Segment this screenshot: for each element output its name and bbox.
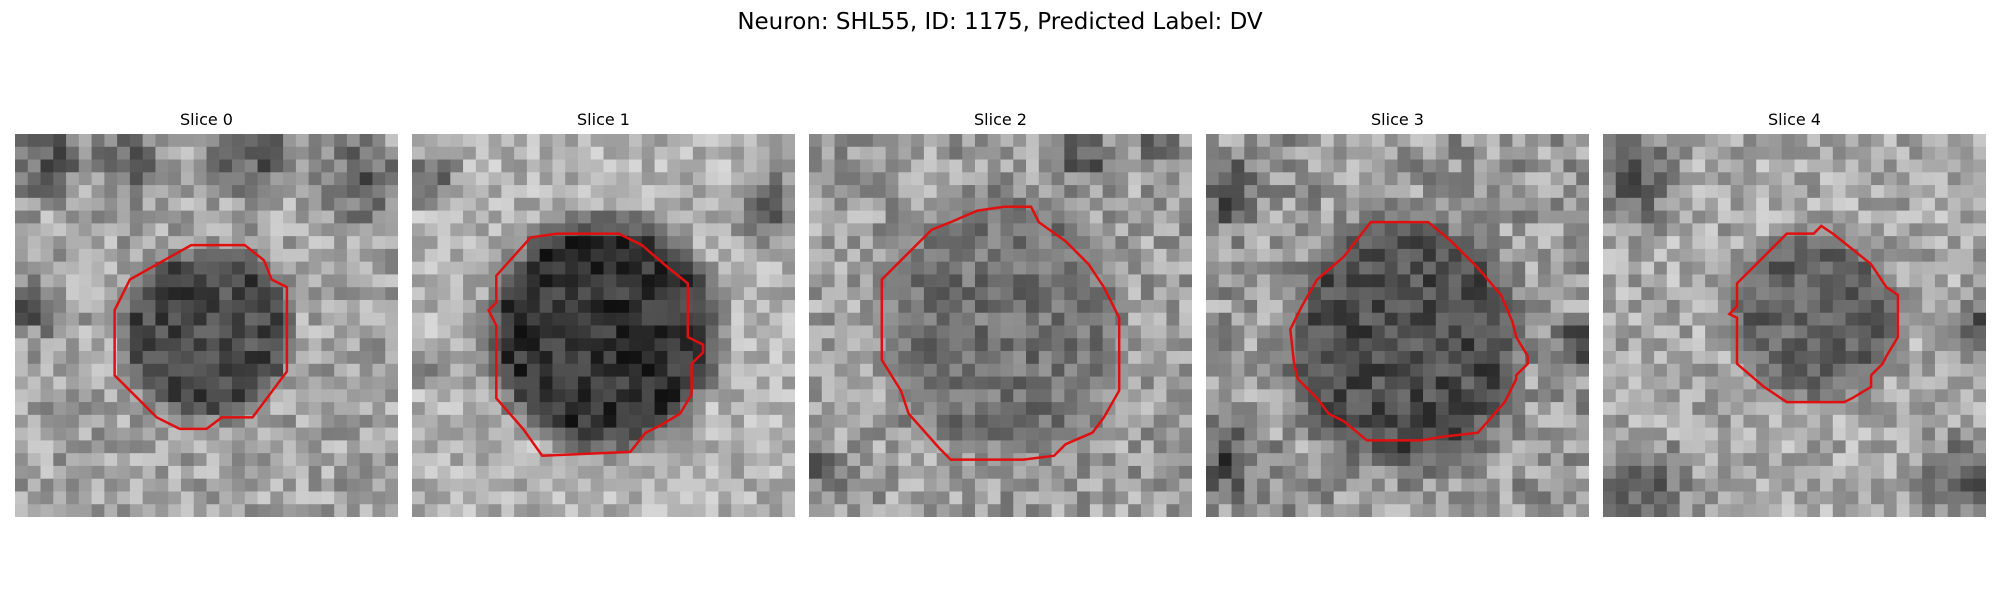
pixel-grid: [1603, 134, 1986, 517]
slice-image: [1603, 134, 1986, 517]
slice-image: [1206, 134, 1589, 517]
pixel-grid: [809, 134, 1192, 517]
slice-image: [15, 134, 398, 517]
slice-title: Slice 1: [577, 110, 630, 129]
roi-contour: [880, 205, 1121, 461]
slice-svg: [412, 134, 795, 517]
slice-svg: [1603, 134, 1986, 517]
pixel-grid: [15, 134, 398, 517]
slice-title: Slice 0: [180, 110, 233, 129]
slice-panel: Slice 2: [809, 110, 1192, 520]
roi-contour: [113, 243, 289, 431]
figure-title: Neuron: SHL55, ID: 1175, Predicted Label…: [737, 9, 1263, 35]
slice-panel: Slice 0: [15, 110, 398, 520]
slice-title: Slice 4: [1768, 110, 1821, 129]
pixel-grid: [412, 134, 795, 517]
slice-image: [412, 134, 795, 517]
pixel-grid: [1206, 134, 1589, 517]
slice-panel: Slice 4: [1603, 110, 1986, 520]
slice-title: Slice 2: [974, 110, 1027, 129]
slice-panel: Slice 1: [412, 110, 795, 520]
slice-svg: [1206, 134, 1589, 517]
slice-title: Slice 3: [1371, 110, 1424, 129]
slice-svg: [809, 134, 1192, 517]
slice-panel: Slice 3: [1206, 110, 1589, 520]
slice-svg: [15, 134, 398, 517]
slice-image: [809, 134, 1192, 517]
roi-contour: [487, 232, 705, 457]
roi-contour: [1289, 220, 1529, 442]
roi-contour: [1727, 224, 1900, 404]
